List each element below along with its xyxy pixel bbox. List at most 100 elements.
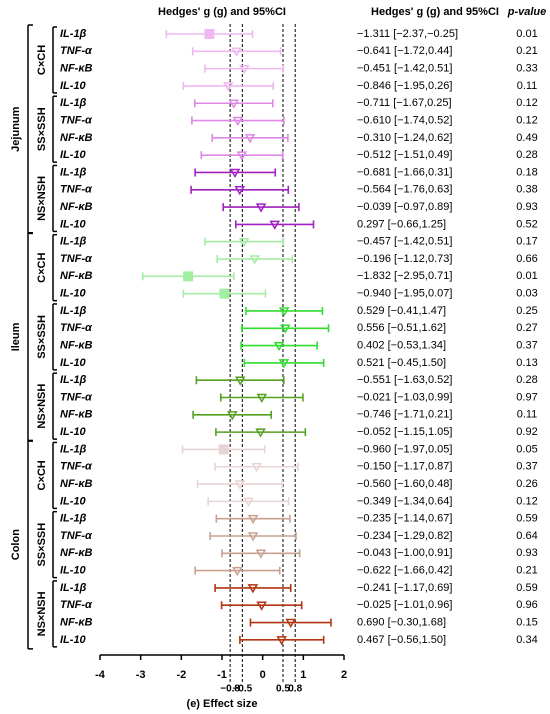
category-label: IL-1β — [60, 28, 87, 40]
value-label: −0.711 [−1.67,0.25] — [357, 97, 452, 109]
category-label: NF-κB — [60, 63, 93, 75]
value-label: −0.241 [−1.17,0.69] — [357, 582, 452, 594]
category-label: IL-1β — [60, 582, 87, 594]
value-label: −0.310 [−1.24,0.62] — [357, 132, 452, 144]
category-label: IL-1β — [60, 513, 87, 525]
effect-marker — [222, 82, 234, 92]
x-tick-label: 0 — [260, 669, 266, 681]
category-label: TNF-α — [60, 599, 93, 611]
p-value: 0.25 — [516, 305, 537, 317]
p-value: 0.66 — [516, 253, 537, 265]
p-value: 0.96 — [516, 599, 537, 611]
category-label: IL-10 — [60, 80, 87, 92]
p-value: 0.59 — [516, 582, 537, 594]
category-label: IL-1β — [60, 236, 87, 248]
effect-marker — [239, 64, 250, 75]
effect-marker — [251, 463, 262, 473]
value-label: 0.521 [−0.45,1.50] — [357, 357, 446, 369]
series-label: C×CH — [36, 460, 48, 490]
category-label: IL-10 — [60, 495, 87, 507]
series-label: C×CH — [36, 45, 48, 75]
p-value: 0.15 — [516, 616, 537, 628]
value-label: −0.610 [−1.74,0.52] — [357, 114, 452, 126]
x-axis-label: (e) Effect size — [187, 698, 258, 710]
x-tick-label: -3 — [136, 669, 146, 681]
p-value: 0.37 — [516, 461, 537, 473]
category-label: IL-10 — [60, 634, 87, 646]
effect-marker — [218, 444, 229, 455]
p-value: 0.21 — [516, 45, 537, 57]
table-title: Hedges' g (g) and 95%CI — [371, 6, 499, 18]
effect-marker — [228, 99, 240, 109]
value-label: −0.052 [−1.15,1.05] — [357, 426, 452, 438]
value-label: −0.641 [−1.72,0.44] — [357, 45, 452, 57]
category-label: IL-10 — [60, 218, 87, 230]
value-label: −0.039 [−0.97,0.89] — [357, 201, 452, 213]
series-label: SS×SSH — [36, 523, 48, 567]
p-value: 0.26 — [516, 478, 537, 490]
p-value: 0.13 — [516, 357, 537, 369]
category-label: TNF-α — [60, 530, 93, 542]
value-label: 0.529 [−0.41,1.47] — [357, 305, 446, 317]
category-label: NF-κB — [60, 478, 93, 490]
category-label: NF-κB — [60, 339, 93, 351]
category-label: TNF-α — [60, 114, 93, 126]
category-label: TNF-α — [60, 253, 93, 265]
value-label: −0.564 [−1.76,0.63] — [357, 184, 452, 196]
reference-label: 0.5 — [276, 684, 290, 695]
effect-marker — [256, 601, 267, 611]
effect-marker — [256, 393, 268, 404]
effect-marker — [247, 584, 259, 594]
category-label: TNF-α — [60, 45, 93, 57]
effect-marker — [276, 636, 287, 646]
effect-marker — [227, 411, 238, 421]
p-value: 0.28 — [516, 149, 537, 161]
effect-marker — [204, 29, 215, 39]
effect-marker — [234, 376, 246, 386]
effect-marker — [243, 497, 254, 507]
category-label: IL-1β — [60, 443, 87, 455]
p-value: 0.03 — [516, 288, 537, 300]
p-value: 0.38 — [516, 184, 537, 196]
effect-marker — [278, 359, 290, 369]
series-label: SS×SSH — [36, 107, 48, 151]
category-label: IL-10 — [60, 426, 87, 438]
category-label: IL-10 — [60, 149, 87, 161]
value-label: −0.622 [−1.66,0.42] — [357, 565, 452, 577]
category-label: TNF-α — [60, 391, 93, 403]
p-value: 0.12 — [516, 495, 537, 507]
value-label: −0.960 [−1.97,0.05] — [357, 443, 452, 455]
value-label: −0.234 [−1.29,0.82] — [357, 530, 452, 542]
reference-label: −0.5 — [232, 684, 252, 695]
value-label: −0.043 [−1.00,0.91] — [357, 547, 452, 559]
effect-marker — [285, 618, 297, 629]
effect-marker — [219, 288, 230, 299]
x-tick-label: 2 — [341, 669, 347, 681]
series-label: NS×NSH — [36, 384, 48, 429]
category-label: TNF-α — [60, 322, 93, 334]
effect-marker — [247, 514, 259, 525]
category-label: TNF-α — [60, 461, 93, 473]
x-tick-label: 1 — [300, 669, 306, 681]
p-value: 0.49 — [516, 132, 537, 144]
value-label: −0.025 [−1.01,0.96] — [357, 599, 452, 611]
value-label: −0.150 [−1.17,0.87] — [357, 461, 452, 473]
value-label: −0.746 [−1.71,0.21] — [357, 409, 452, 421]
effect-marker — [247, 532, 259, 542]
value-label: −1.832 [−2.95,0.71] — [357, 270, 452, 282]
group-label: Ileum — [10, 322, 22, 351]
value-label: −0.560 [−1.60,0.48] — [357, 478, 452, 490]
p-value: 0.12 — [516, 114, 537, 126]
value-label: −0.451 [−1.42,0.51] — [357, 63, 452, 75]
p-value: 0.34 — [516, 634, 537, 646]
category-label: IL-1β — [60, 305, 87, 317]
p-value: 0.18 — [516, 166, 537, 178]
effect-marker — [249, 255, 260, 265]
effect-marker — [238, 237, 250, 248]
effect-marker — [183, 271, 194, 282]
p-value: 0.97 — [516, 391, 537, 403]
value-label: −0.021 [−1.03,0.99] — [357, 391, 452, 403]
effect-marker — [255, 203, 267, 213]
group-label: Jejunum — [10, 106, 22, 151]
